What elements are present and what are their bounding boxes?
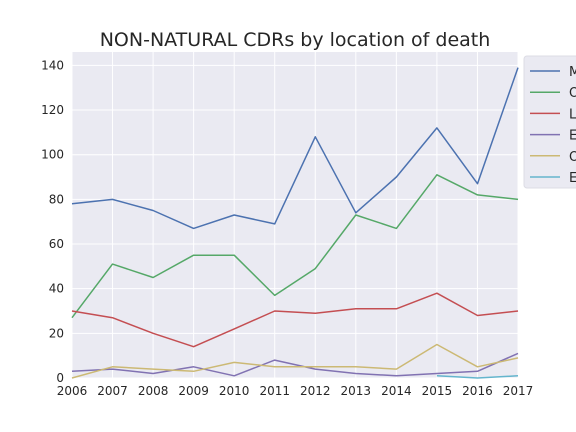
series-lines <box>71 67 519 379</box>
x-tick-label: 2013 <box>341 384 372 398</box>
y-tick-label: 120 <box>41 103 64 117</box>
y-tick-label: 40 <box>49 282 64 296</box>
y-tick-label: 100 <box>41 148 64 162</box>
legend-label: O <box>569 150 576 165</box>
plot-area <box>72 52 518 378</box>
y-tick-label: 140 <box>41 58 64 72</box>
x-tick-label: 2011 <box>259 384 290 398</box>
legend-label: L <box>569 107 576 122</box>
legend-label: E <box>569 129 576 144</box>
series-line-3 <box>71 292 519 348</box>
legend-label: M <box>569 65 576 80</box>
x-tick-label: 2009 <box>178 384 209 398</box>
x-tick-label: 2010 <box>219 384 250 398</box>
legend-label: E <box>569 171 576 186</box>
series-line-1 <box>71 67 519 230</box>
x-tick-label: 2016 <box>462 384 493 398</box>
legend-box <box>523 55 576 189</box>
chart-title: NON-NATURAL CDRs by location of death <box>100 29 491 51</box>
series-line-6 <box>436 375 519 379</box>
x-tick-label: 2017 <box>503 384 534 398</box>
legend-label: O <box>569 86 576 101</box>
x-tick-label: 2012 <box>300 384 331 398</box>
y-tick-label: 0 <box>56 371 64 385</box>
x-tick-label: 2007 <box>97 384 128 398</box>
y-tick-labels: 0 20 40 60 80 100 120 140 <box>41 58 64 385</box>
y-tick-label: 80 <box>49 192 64 206</box>
x-tick-label: 2014 <box>381 384 412 398</box>
x-tick-labels: 2006 2007 2008 2009 2010 2011 2012 2013 2014 2015… <box>57 384 534 398</box>
y-tick-label: 60 <box>49 237 64 251</box>
series-line-5 <box>71 343 519 379</box>
series-line-4 <box>71 352 519 377</box>
x-tick-label: 2015 <box>422 384 453 398</box>
x-tick-label: 2008 <box>138 384 169 398</box>
y-tick-label: 20 <box>49 326 64 340</box>
series-line-2 <box>71 174 519 319</box>
x-tick-label: 2006 <box>57 384 88 398</box>
